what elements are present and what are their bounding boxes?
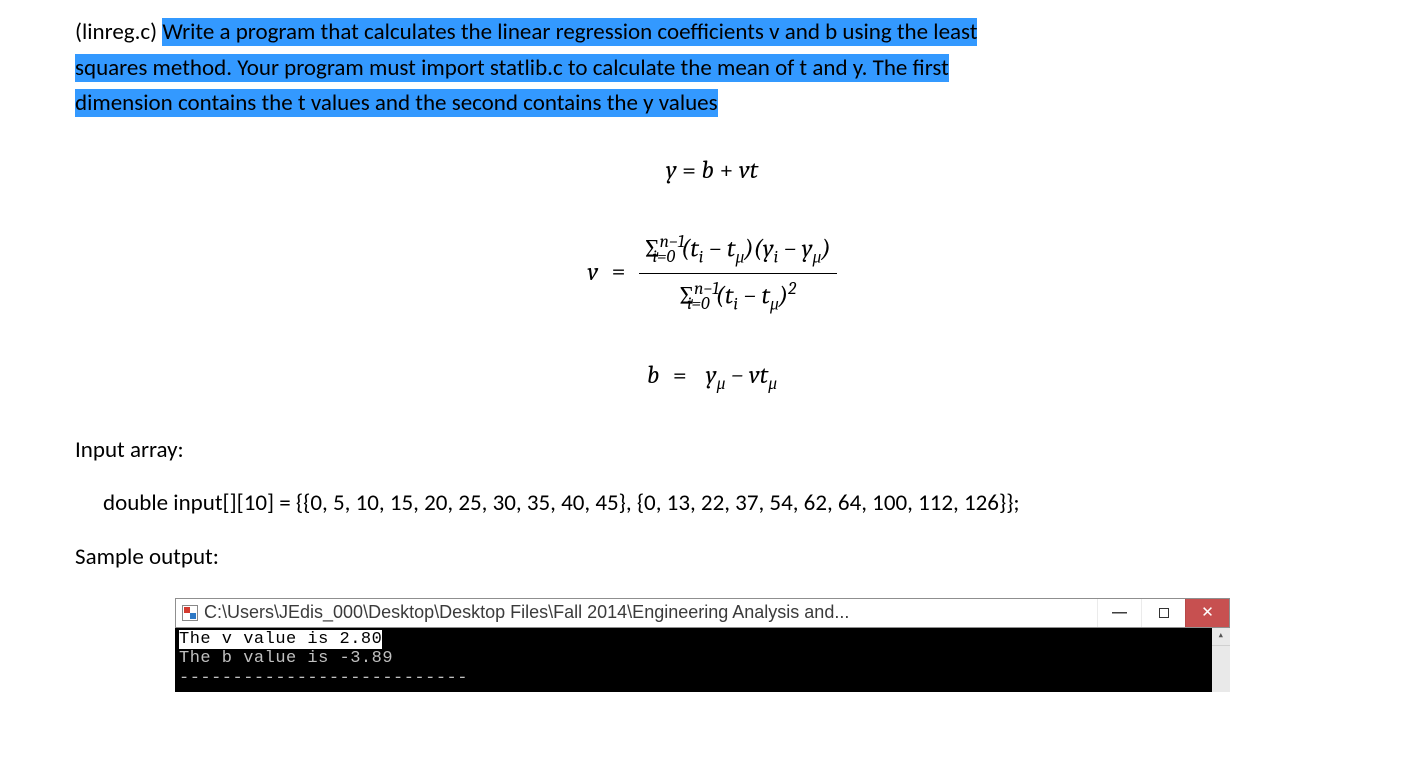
cmd-icon bbox=[182, 605, 198, 621]
highlighted-text-3: dimension contains the t values and the … bbox=[75, 89, 718, 117]
equation-b: b = yμ − vtμ bbox=[75, 357, 1349, 398]
terminal-title: C:\Users\JEdis_000\Desktop\Desktop Files… bbox=[204, 599, 1097, 627]
minimize-button[interactable]: — bbox=[1097, 599, 1141, 627]
problem-statement: (linreg.c) Write a program that calculat… bbox=[75, 15, 1349, 122]
sample-output-label: Sample output: bbox=[75, 540, 1349, 576]
highlighted-text-2: squares method. Your program must import… bbox=[75, 54, 949, 82]
equation-model: y = b + vt bbox=[75, 152, 1349, 191]
input-array-code: double input[][10] = {{0, 5, 10, 15, 20,… bbox=[103, 486, 1349, 522]
terminal-output: The v value is 2.80 The b value is -3.89… bbox=[175, 628, 1230, 692]
scroll-up-icon[interactable]: ▴ bbox=[1212, 628, 1230, 646]
equations-block: y = b + vt v = Σn−1i=0(ti − tμ)(yi − yμ)… bbox=[75, 152, 1349, 398]
terminal-titlebar: C:\Users\JEdis_000\Desktop\Desktop Files… bbox=[175, 598, 1230, 628]
terminal-line-1-prefix: The v value is bbox=[179, 630, 340, 649]
close-button[interactable]: ✕ bbox=[1185, 599, 1229, 627]
input-array-label: Input array: bbox=[75, 433, 1349, 469]
file-tag: (linreg.c) bbox=[75, 18, 162, 46]
terminal-line-1-value: 2.80 bbox=[340, 630, 383, 649]
equation-v: v = Σn−1i=0(ti − tμ)(yi − yμ) Σn−1i=0(ti… bbox=[75, 229, 1349, 319]
terminal-window: C:\Users\JEdis_000\Desktop\Desktop Files… bbox=[175, 598, 1230, 692]
highlighted-text-1: Write a program that calculates the line… bbox=[162, 18, 977, 46]
maximize-button[interactable] bbox=[1141, 599, 1185, 627]
terminal-scrollbar[interactable]: ▴ bbox=[1212, 628, 1230, 692]
window-buttons: — ✕ bbox=[1097, 599, 1229, 627]
terminal-dash-row: --------------------------- bbox=[179, 669, 468, 688]
terminal-line-2: The b value is -3.89 bbox=[179, 649, 393, 668]
